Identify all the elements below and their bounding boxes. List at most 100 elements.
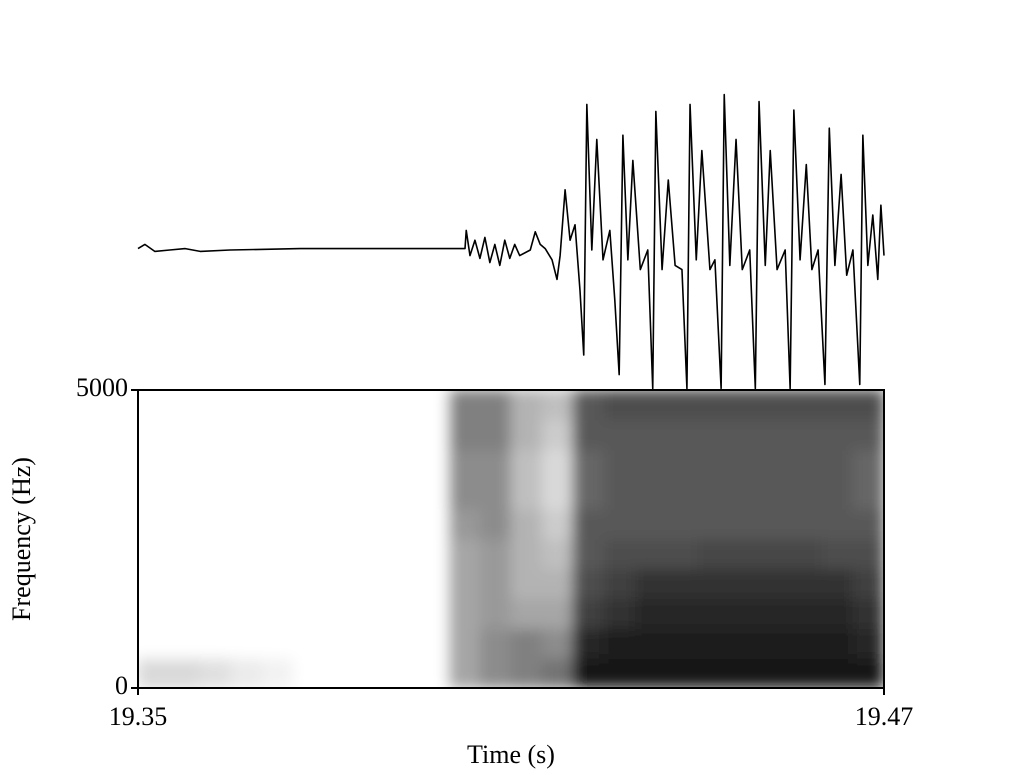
spectrogram-cell — [572, 568, 605, 600]
spectrogram-cell — [479, 390, 512, 421]
spectrogram-cell — [821, 538, 854, 570]
spectrogram-cell — [759, 657, 792, 688]
spectrogram-cell — [261, 449, 294, 480]
spectrogram-cell — [790, 568, 823, 600]
spectrogram-cell — [386, 598, 419, 629]
spectrogram-cell — [355, 419, 388, 451]
spectrogram-cell — [759, 419, 792, 451]
spectrogram-cell — [852, 449, 884, 480]
spectrogram-cell — [603, 508, 636, 540]
spectrogram-cell — [572, 538, 605, 570]
spectrogram-cell — [665, 390, 698, 421]
spectrogram-cell — [417, 449, 450, 480]
spectrogram-cell — [852, 390, 884, 421]
spectrogram-cell — [168, 478, 201, 510]
spectrogram-cell — [541, 449, 574, 480]
spectrogram-cell — [355, 478, 388, 510]
spectrogram-cell — [417, 419, 450, 451]
spectrogram-cell — [324, 627, 357, 659]
spectrogram-cell — [728, 449, 761, 480]
spectrogram-cell — [168, 508, 201, 540]
spectrogram-cell — [541, 598, 574, 629]
spectrogram-cell — [292, 538, 325, 570]
spectrogram-cell — [634, 449, 667, 480]
spectrogram-cell — [759, 449, 792, 480]
spectrogram-cell — [821, 478, 854, 510]
spectrogram-cell — [665, 449, 698, 480]
plot-frame — [137, 389, 885, 689]
spectrogram-cell — [541, 627, 574, 659]
spectrogram-cell — [448, 598, 481, 629]
spectrogram-cell — [230, 627, 263, 659]
spectrogram-cell — [168, 568, 201, 600]
spectrogram-cell — [603, 449, 636, 480]
spectrogram-cell — [572, 390, 605, 421]
spectrogram-cell — [697, 508, 730, 540]
spectrogram-cell — [261, 538, 294, 570]
spectrogram-cell — [728, 508, 761, 540]
spectrogram-cell — [292, 627, 325, 659]
spectrogram-cell — [572, 449, 605, 480]
spectrogram-cell — [138, 627, 170, 659]
spectrogram-cell — [324, 598, 357, 629]
spectrogram-cell — [572, 657, 605, 688]
spectrogram-cell — [603, 538, 636, 570]
waveform — [137, 93, 885, 390]
spectrogram-cell — [355, 598, 388, 629]
spectrogram-cell — [230, 419, 263, 451]
spectrogram-cell — [138, 390, 170, 421]
spectrogram-cell — [634, 419, 667, 451]
spectrogram-cell — [386, 508, 419, 540]
spectrogram-cell — [168, 390, 201, 421]
spectrogram-cell — [355, 449, 388, 480]
spectrogram-cell — [138, 538, 170, 570]
spectrogram-cell — [510, 478, 543, 510]
spectrogram-cell — [572, 478, 605, 510]
spectrogram-cell — [292, 508, 325, 540]
spectrogram-cell — [790, 419, 823, 451]
spectrogram-cell — [790, 390, 823, 421]
spectrogram-cell — [665, 508, 698, 540]
spectrogram-cell — [665, 478, 698, 510]
spectrogram-cell — [634, 508, 667, 540]
spectrogram-cell — [541, 657, 574, 688]
spectrogram-cell — [821, 449, 854, 480]
spectrogram-cell — [355, 538, 388, 570]
spectrogram-cell — [634, 627, 667, 659]
spectrogram-cell — [448, 390, 481, 421]
spectrogram-cell — [821, 568, 854, 600]
spectrogram-cell — [292, 478, 325, 510]
spectrogram-cell — [697, 598, 730, 629]
spectrogram-cell — [199, 657, 232, 688]
spectrogram-cell — [199, 568, 232, 600]
spectrogram-cell — [386, 538, 419, 570]
spectrogram-cell — [479, 478, 512, 510]
spectrogram-cell — [790, 449, 823, 480]
spectrogram-cell — [261, 478, 294, 510]
spectrogram-cell — [448, 657, 481, 688]
spectrogram-cell — [324, 538, 357, 570]
spectrogram-cell — [292, 598, 325, 629]
spectrogram-cell — [821, 419, 854, 451]
spectrogram-cell — [759, 568, 792, 600]
spectrogram-cell — [697, 419, 730, 451]
spectrogram-cell — [168, 627, 201, 659]
spectrogram-cell — [261, 657, 294, 688]
spectrogram-cell — [510, 390, 543, 421]
spectrogram-cell — [852, 598, 884, 629]
spectrogram-cell — [665, 538, 698, 570]
spectrogram-cell — [759, 478, 792, 510]
spectrogram-cell — [697, 627, 730, 659]
spectrogram-cell — [603, 478, 636, 510]
spectrogram-cell — [386, 449, 419, 480]
spectrogram-cell — [138, 598, 170, 629]
spectrogram-cell — [728, 419, 761, 451]
spectrogram-cell — [168, 449, 201, 480]
spectrogram-cell — [199, 390, 232, 421]
spectrogram-cell — [821, 657, 854, 688]
spectrogram-cell — [448, 478, 481, 510]
spectrogram-cell — [665, 568, 698, 600]
spectrogram-cell — [510, 657, 543, 688]
spectrogram-cell — [138, 508, 170, 540]
spectrogram-cell — [230, 598, 263, 629]
